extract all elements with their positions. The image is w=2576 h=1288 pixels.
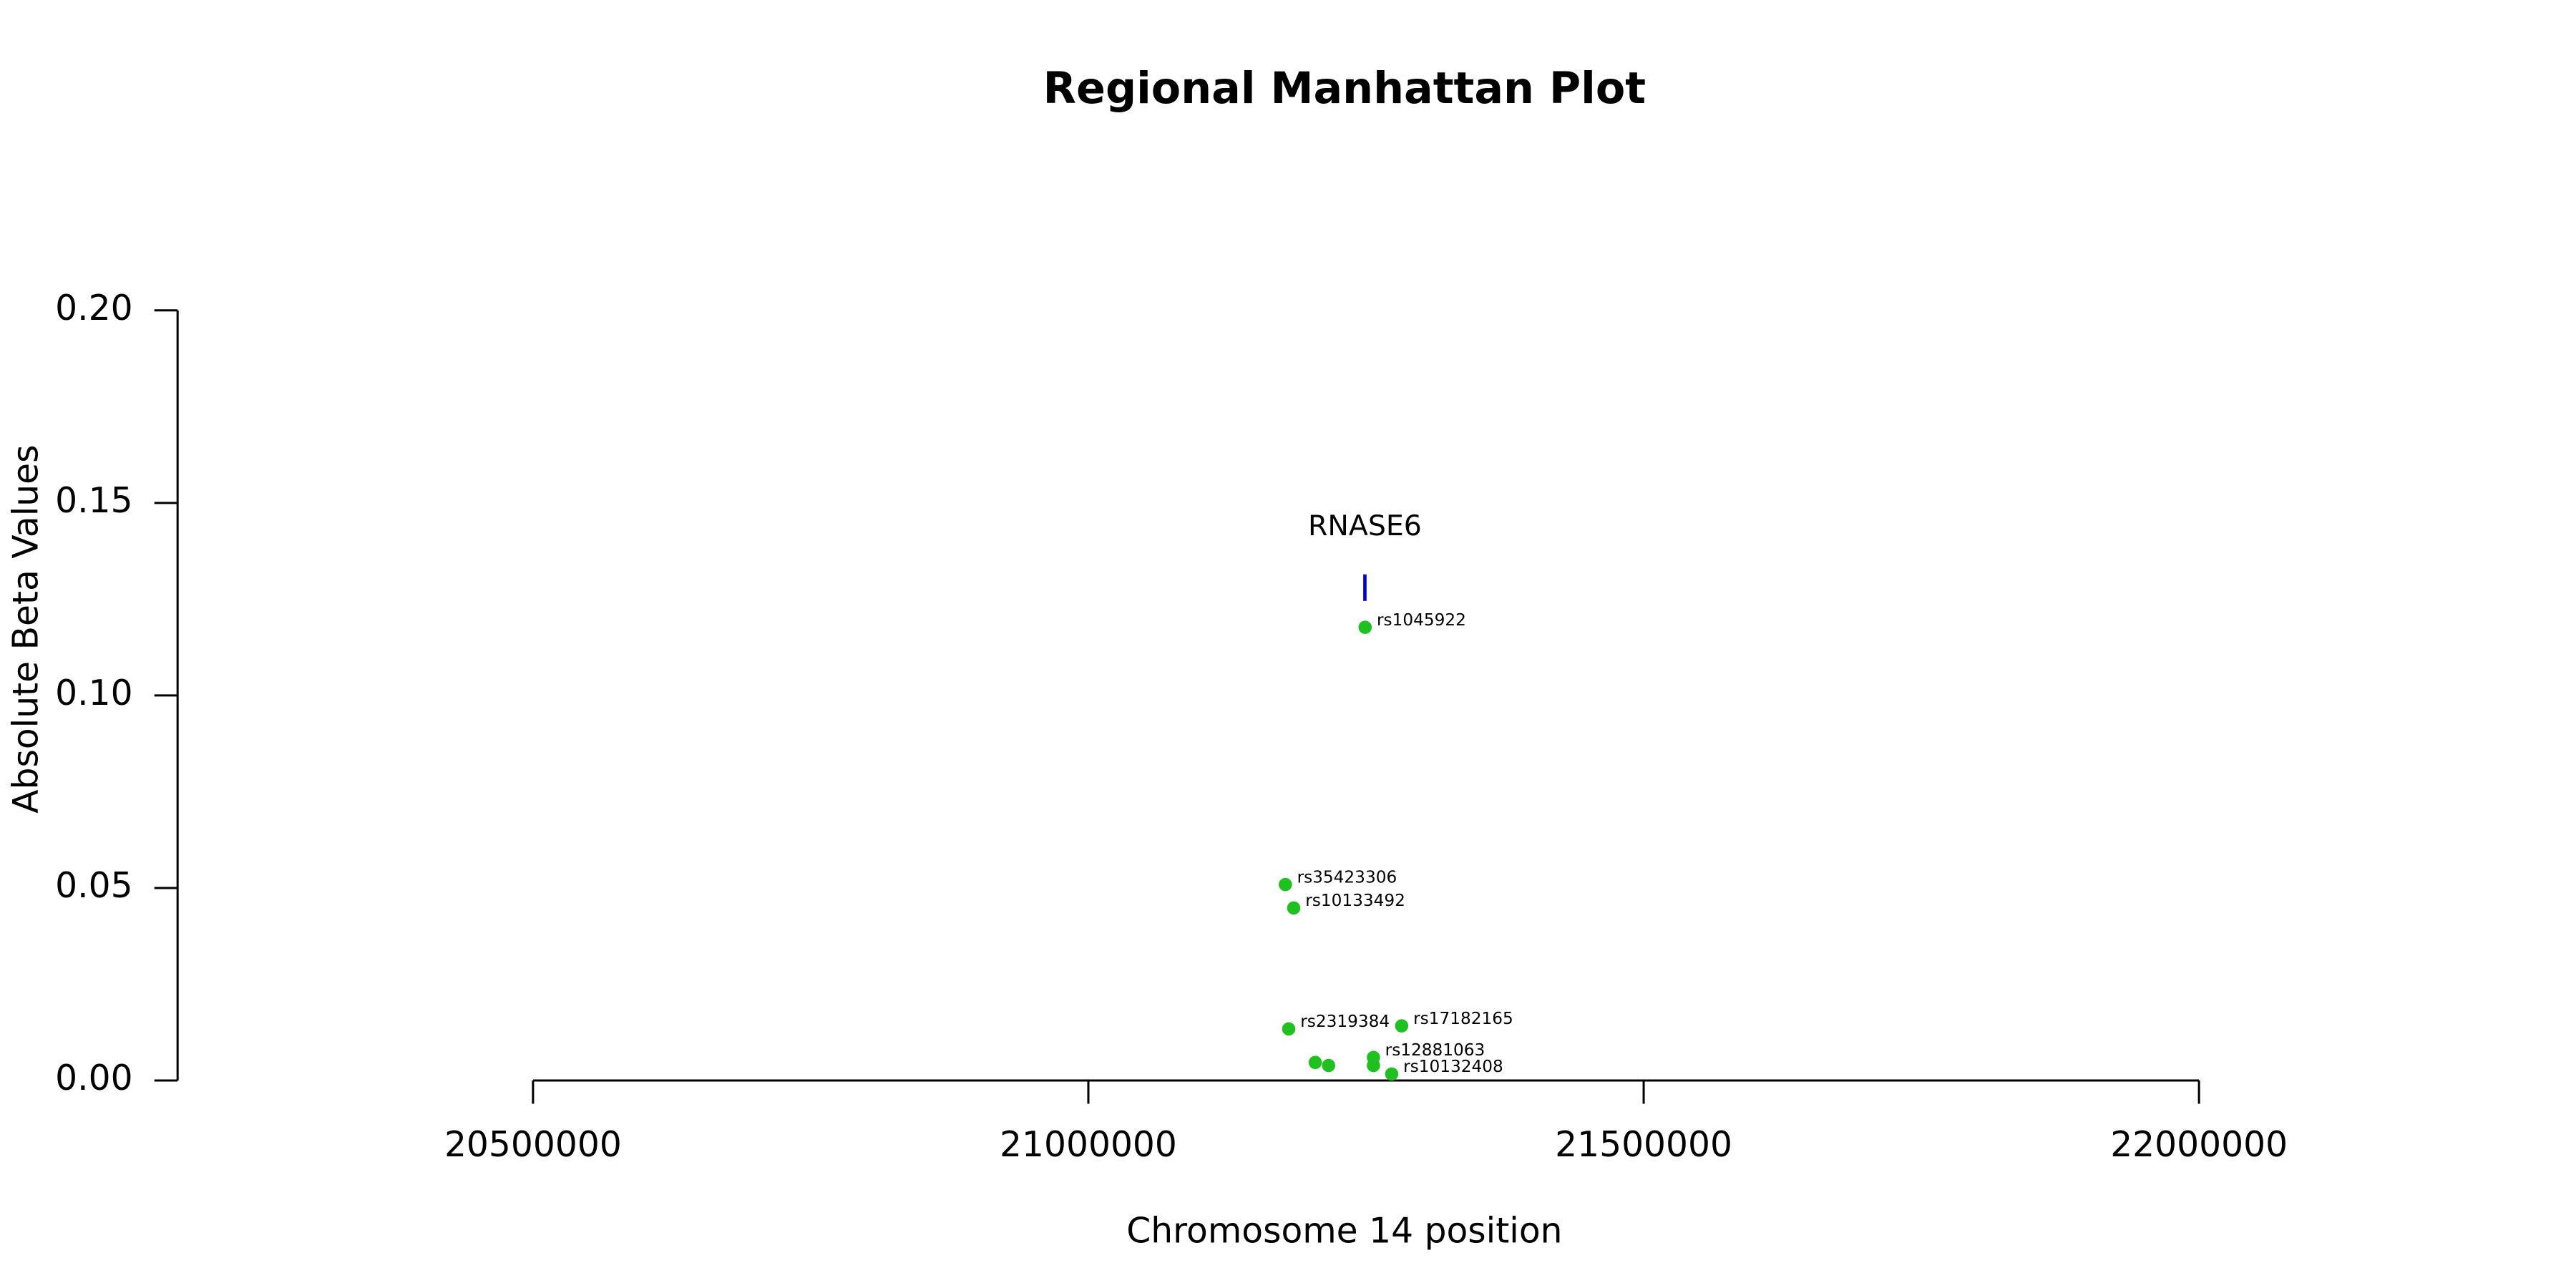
gene-label: RNASE6 <box>1308 509 1422 542</box>
point-label: rs12881063 <box>1385 1040 1485 1060</box>
y-tick-label: 0.10 <box>55 673 132 713</box>
point-label: rs35423306 <box>1297 867 1397 887</box>
y-tick-label: 0.05 <box>55 866 132 906</box>
point <box>1385 1067 1399 1081</box>
x-tick-label: 21500000 <box>1555 1125 1732 1165</box>
point <box>1287 901 1301 915</box>
point <box>1308 1055 1322 1070</box>
point-label: rs2319384 <box>1300 1012 1390 1031</box>
y-axis-label: Absolute Beta Values <box>6 444 46 813</box>
point-label: rs1045922 <box>1377 610 1466 630</box>
point-label: rs17182165 <box>1413 1009 1513 1028</box>
point <box>1395 1019 1409 1033</box>
y-tick-label: 0.00 <box>55 1058 132 1098</box>
x-axis-label: Chromosome 14 position <box>1126 1211 1562 1251</box>
point <box>1322 1058 1335 1073</box>
x-tick-label: 20500000 <box>444 1125 622 1165</box>
point <box>1367 1058 1380 1073</box>
y-tick-label: 0.15 <box>55 481 132 521</box>
point <box>1279 877 1292 892</box>
point <box>1358 620 1372 634</box>
chart-title: Regional Manhattan Plot <box>1043 64 1646 114</box>
point-label: rs10133492 <box>1305 891 1405 910</box>
y-tick-label: 0.20 <box>55 288 132 328</box>
x-tick-label: 21000000 <box>1000 1125 1177 1165</box>
x-tick-label: 22000000 <box>2110 1125 2288 1165</box>
point-label: rs10132408 <box>1403 1057 1503 1076</box>
point <box>1282 1022 1296 1036</box>
